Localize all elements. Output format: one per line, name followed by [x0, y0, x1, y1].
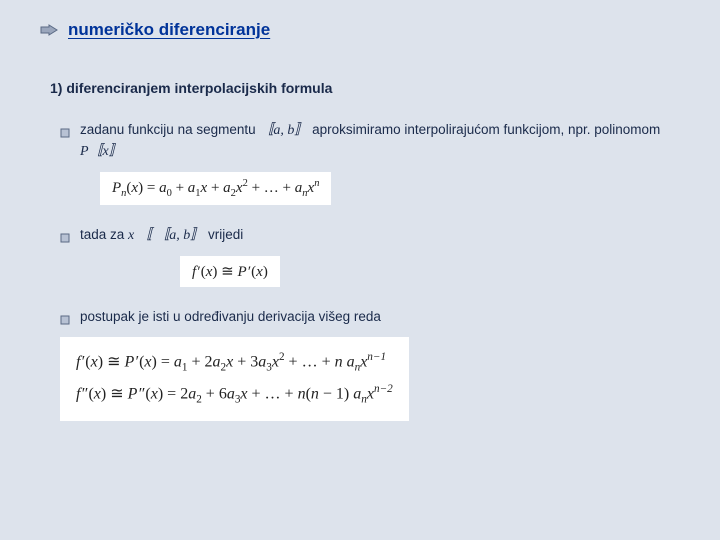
bullet-icon: [60, 229, 70, 239]
formula-deriv1: f ′(x) ≅ P ′(x) = a1 + 2a2x + 3a3x2 + … …: [76, 347, 393, 379]
page: numeričko diferenciranje 1) diferenciran…: [0, 0, 720, 441]
item-text: tada za: [80, 227, 128, 242]
item-body: postupak je isti u određivanju derivacij…: [80, 307, 670, 327]
bullet-icon: [60, 124, 70, 134]
item-body: tada za x 〚 〚a, b〛 vrijedi: [80, 225, 670, 246]
list-item: tada za x 〚 〚a, b〛 vrijedi: [60, 225, 670, 246]
page-title: numeričko diferenciranje: [68, 20, 270, 40]
formula-approx: f ′(x) ≅ P ′(x): [180, 256, 280, 287]
section-subhead: 1) diferenciranjem interpolacijskih form…: [50, 80, 670, 96]
list-item: postupak je isti u određivanju derivacij…: [60, 307, 670, 327]
item-body: zadanu funkciju na segmentu 〚a, b〛 aprok…: [80, 120, 670, 162]
math-inline: x 〚 〚a, b〛: [128, 228, 204, 243]
list-item: zadanu funkciju na segmentu 〚a, b〛 aprok…: [60, 120, 670, 162]
formula-derivatives: f ′(x) ≅ P ′(x) = a1 + 2a2x + 3a3x2 + … …: [60, 337, 409, 421]
math-inline: 〚a, b〛: [259, 123, 308, 138]
formula-poly: Pn(x) = a0 + a1x + a2x2 + … + anxn: [100, 172, 331, 205]
formula-deriv2: f ″(x) ≅ P ″(x) = 2a2 + 6a3x + … + n(n −…: [76, 379, 393, 411]
item-text: aproksimiramo interpolirajućom funkcijom…: [312, 122, 660, 137]
title-row: numeričko diferenciranje: [40, 20, 670, 40]
arrow-right-icon: [40, 24, 58, 36]
bullet-icon: [60, 311, 70, 321]
item-text: zadanu funkciju na segmentu: [80, 122, 259, 137]
item-text: vrijedi: [208, 227, 243, 242]
item-text: postupak je isti u određivanju derivacij…: [80, 309, 381, 324]
math-inline: P〚x〛: [80, 144, 123, 159]
